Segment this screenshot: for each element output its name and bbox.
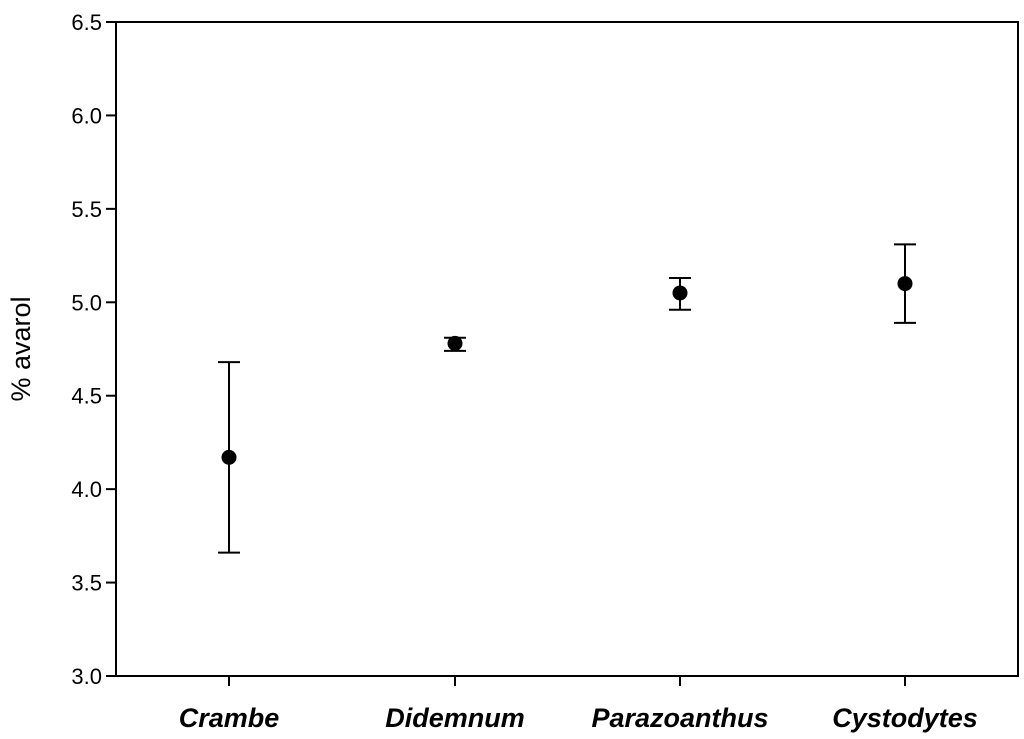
y-axis-ticks: 3.0 3.5 4.0 4.5 5.0 5.5 6.0 6.5 xyxy=(71,10,116,689)
x-axis-ticks: Crambe Didemnum Parazoanthus Cystodytes xyxy=(179,676,978,733)
plot-frame xyxy=(115,21,1019,677)
data-points xyxy=(221,276,913,465)
y-tick-label: 4.5 xyxy=(71,384,102,409)
y-tick-label: 5.0 xyxy=(71,290,102,315)
x-category-label: Didemnum xyxy=(385,703,525,733)
y-tick-label: 3.0 xyxy=(71,664,102,689)
error-bars xyxy=(218,243,916,554)
y-tick-label: 3.5 xyxy=(71,571,102,596)
y-axis-title: % avarol xyxy=(6,296,36,401)
x-category-label: Cystodytes xyxy=(832,703,978,733)
data-point xyxy=(221,449,237,465)
data-point xyxy=(672,285,688,301)
x-category-label: Crambe xyxy=(179,703,280,733)
y-tick-label: 6.0 xyxy=(71,103,102,128)
x-category-label: Parazoanthus xyxy=(591,703,768,733)
data-point xyxy=(447,335,463,351)
y-tick-label: 4.0 xyxy=(71,477,102,502)
data-point xyxy=(897,276,913,292)
y-tick-label: 5.5 xyxy=(71,197,102,222)
y-tick-label: 6.5 xyxy=(71,10,102,35)
